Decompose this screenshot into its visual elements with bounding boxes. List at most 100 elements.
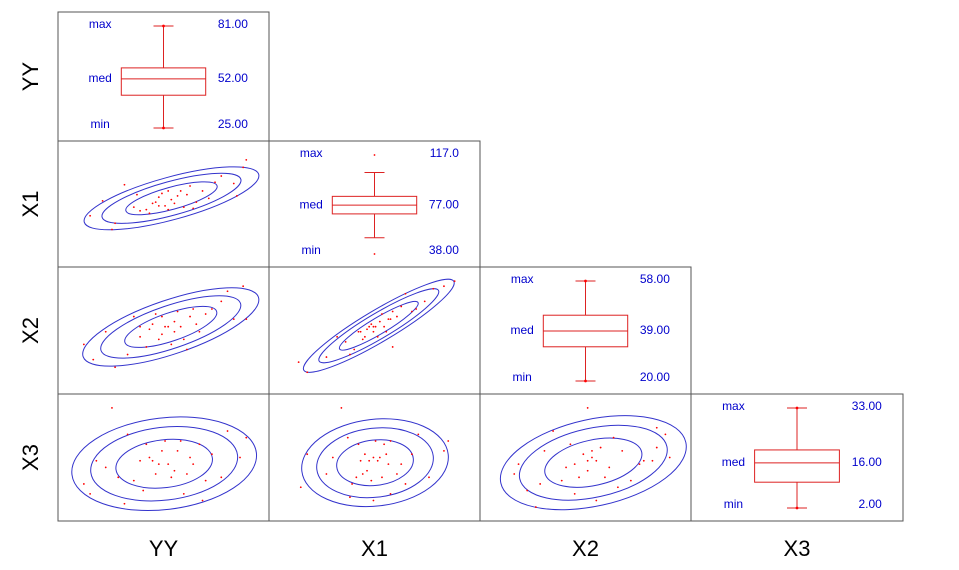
data-point: [389, 440, 392, 442]
data-point: [126, 353, 129, 356]
confidence-ellipse-2: [318, 288, 440, 364]
confidence-ellipse-1: [336, 439, 414, 487]
boxplot-min-marker: [795, 506, 799, 510]
data-point: [186, 473, 188, 475]
data-point: [220, 476, 223, 479]
data-point: [453, 280, 456, 283]
data-point: [167, 208, 170, 211]
data-point: [104, 466, 107, 469]
confidence-ellipse-3: [302, 278, 455, 373]
data-point: [157, 463, 160, 466]
data-point: [189, 456, 191, 459]
data-point: [374, 325, 377, 328]
data-point: [114, 222, 116, 225]
data-point: [387, 318, 390, 321]
data-point: [526, 489, 529, 492]
data-point: [372, 330, 375, 333]
data-point: [89, 492, 92, 495]
data-point: [638, 463, 641, 466]
data-point: [186, 348, 188, 351]
boxplot-max-value: 81.00: [218, 17, 248, 31]
data-point: [306, 371, 309, 374]
data-point: [179, 325, 182, 328]
data-point: [161, 192, 163, 195]
data-point: [92, 358, 95, 361]
data-point: [245, 159, 248, 161]
data-point: [136, 193, 138, 196]
boxplot-x3: max 33.00 med 16.00 min 2.00: [722, 399, 882, 511]
data-point: [361, 473, 364, 475]
data-point: [182, 206, 185, 209]
column-label-x3: X3: [784, 536, 811, 561]
data-point: [415, 308, 418, 310]
boxplot-max-marker: [584, 279, 587, 283]
column-label-x2: X2: [572, 536, 599, 561]
data-point: [139, 209, 141, 212]
data-point: [220, 175, 223, 177]
confidence-ellipse-3: [83, 166, 260, 231]
boxplot-max-label: max: [511, 272, 534, 286]
confidence-ellipse-2: [316, 427, 434, 499]
data-point: [111, 228, 113, 231]
confidence-ellipse-3: [71, 416, 258, 512]
data-point: [363, 335, 366, 338]
data-point: [351, 483, 353, 485]
data-point: [552, 430, 555, 432]
data-point: [232, 318, 235, 321]
data-point: [173, 320, 176, 323]
boxplot-med-value: 39.00: [640, 323, 670, 337]
boxplot-max-label: max: [722, 399, 745, 413]
data-point: [517, 463, 520, 466]
data-point: [595, 459, 598, 462]
data-point: [170, 343, 173, 346]
data-point: [101, 199, 104, 202]
data-point: [573, 492, 576, 495]
data-point: [340, 407, 343, 409]
data-point: [396, 315, 398, 318]
boxplot-med-label: med: [300, 197, 323, 211]
confidence-ellipse-1: [544, 437, 643, 488]
data-point: [359, 330, 362, 333]
data-point: [132, 206, 135, 209]
data-point: [651, 459, 654, 462]
data-point: [612, 436, 615, 439]
data-point: [353, 348, 356, 351]
data-point: [164, 440, 166, 442]
data-point: [370, 323, 373, 326]
data-point: [383, 443, 386, 446]
data-point: [182, 338, 185, 341]
data-point: [586, 407, 589, 409]
data-point: [148, 328, 151, 331]
data-point: [139, 325, 141, 328]
data-point: [195, 323, 198, 326]
data-point: [378, 456, 381, 459]
data-point: [383, 325, 386, 328]
data-point: [417, 433, 420, 436]
boxplot-med-value: 16.00: [852, 455, 882, 469]
data-point: [232, 182, 235, 185]
boxplot-min-label: min: [724, 497, 743, 511]
data-point: [599, 446, 602, 449]
data-point: [123, 502, 126, 505]
data-point: [164, 325, 166, 328]
data-point: [132, 315, 135, 318]
data-point: [211, 453, 213, 456]
data-point: [173, 202, 176, 205]
boxplot-x2: max 58.00 med 39.00 min 20.00: [511, 272, 671, 384]
boxplot-min-value: 20.00: [640, 370, 670, 384]
data-point: [569, 443, 572, 446]
data-point: [207, 197, 210, 200]
data-point: [363, 453, 366, 456]
data-point: [391, 310, 394, 313]
data-point: [404, 483, 407, 485]
boxplot-med-label: med: [511, 323, 534, 337]
data-point: [374, 440, 377, 442]
data-point: [82, 483, 85, 485]
data-point: [423, 300, 426, 303]
data-point: [201, 499, 204, 502]
data-point: [586, 469, 589, 472]
boxplot-box: [754, 449, 840, 483]
row-label-x1: X1: [18, 191, 43, 218]
data-point: [372, 499, 375, 502]
